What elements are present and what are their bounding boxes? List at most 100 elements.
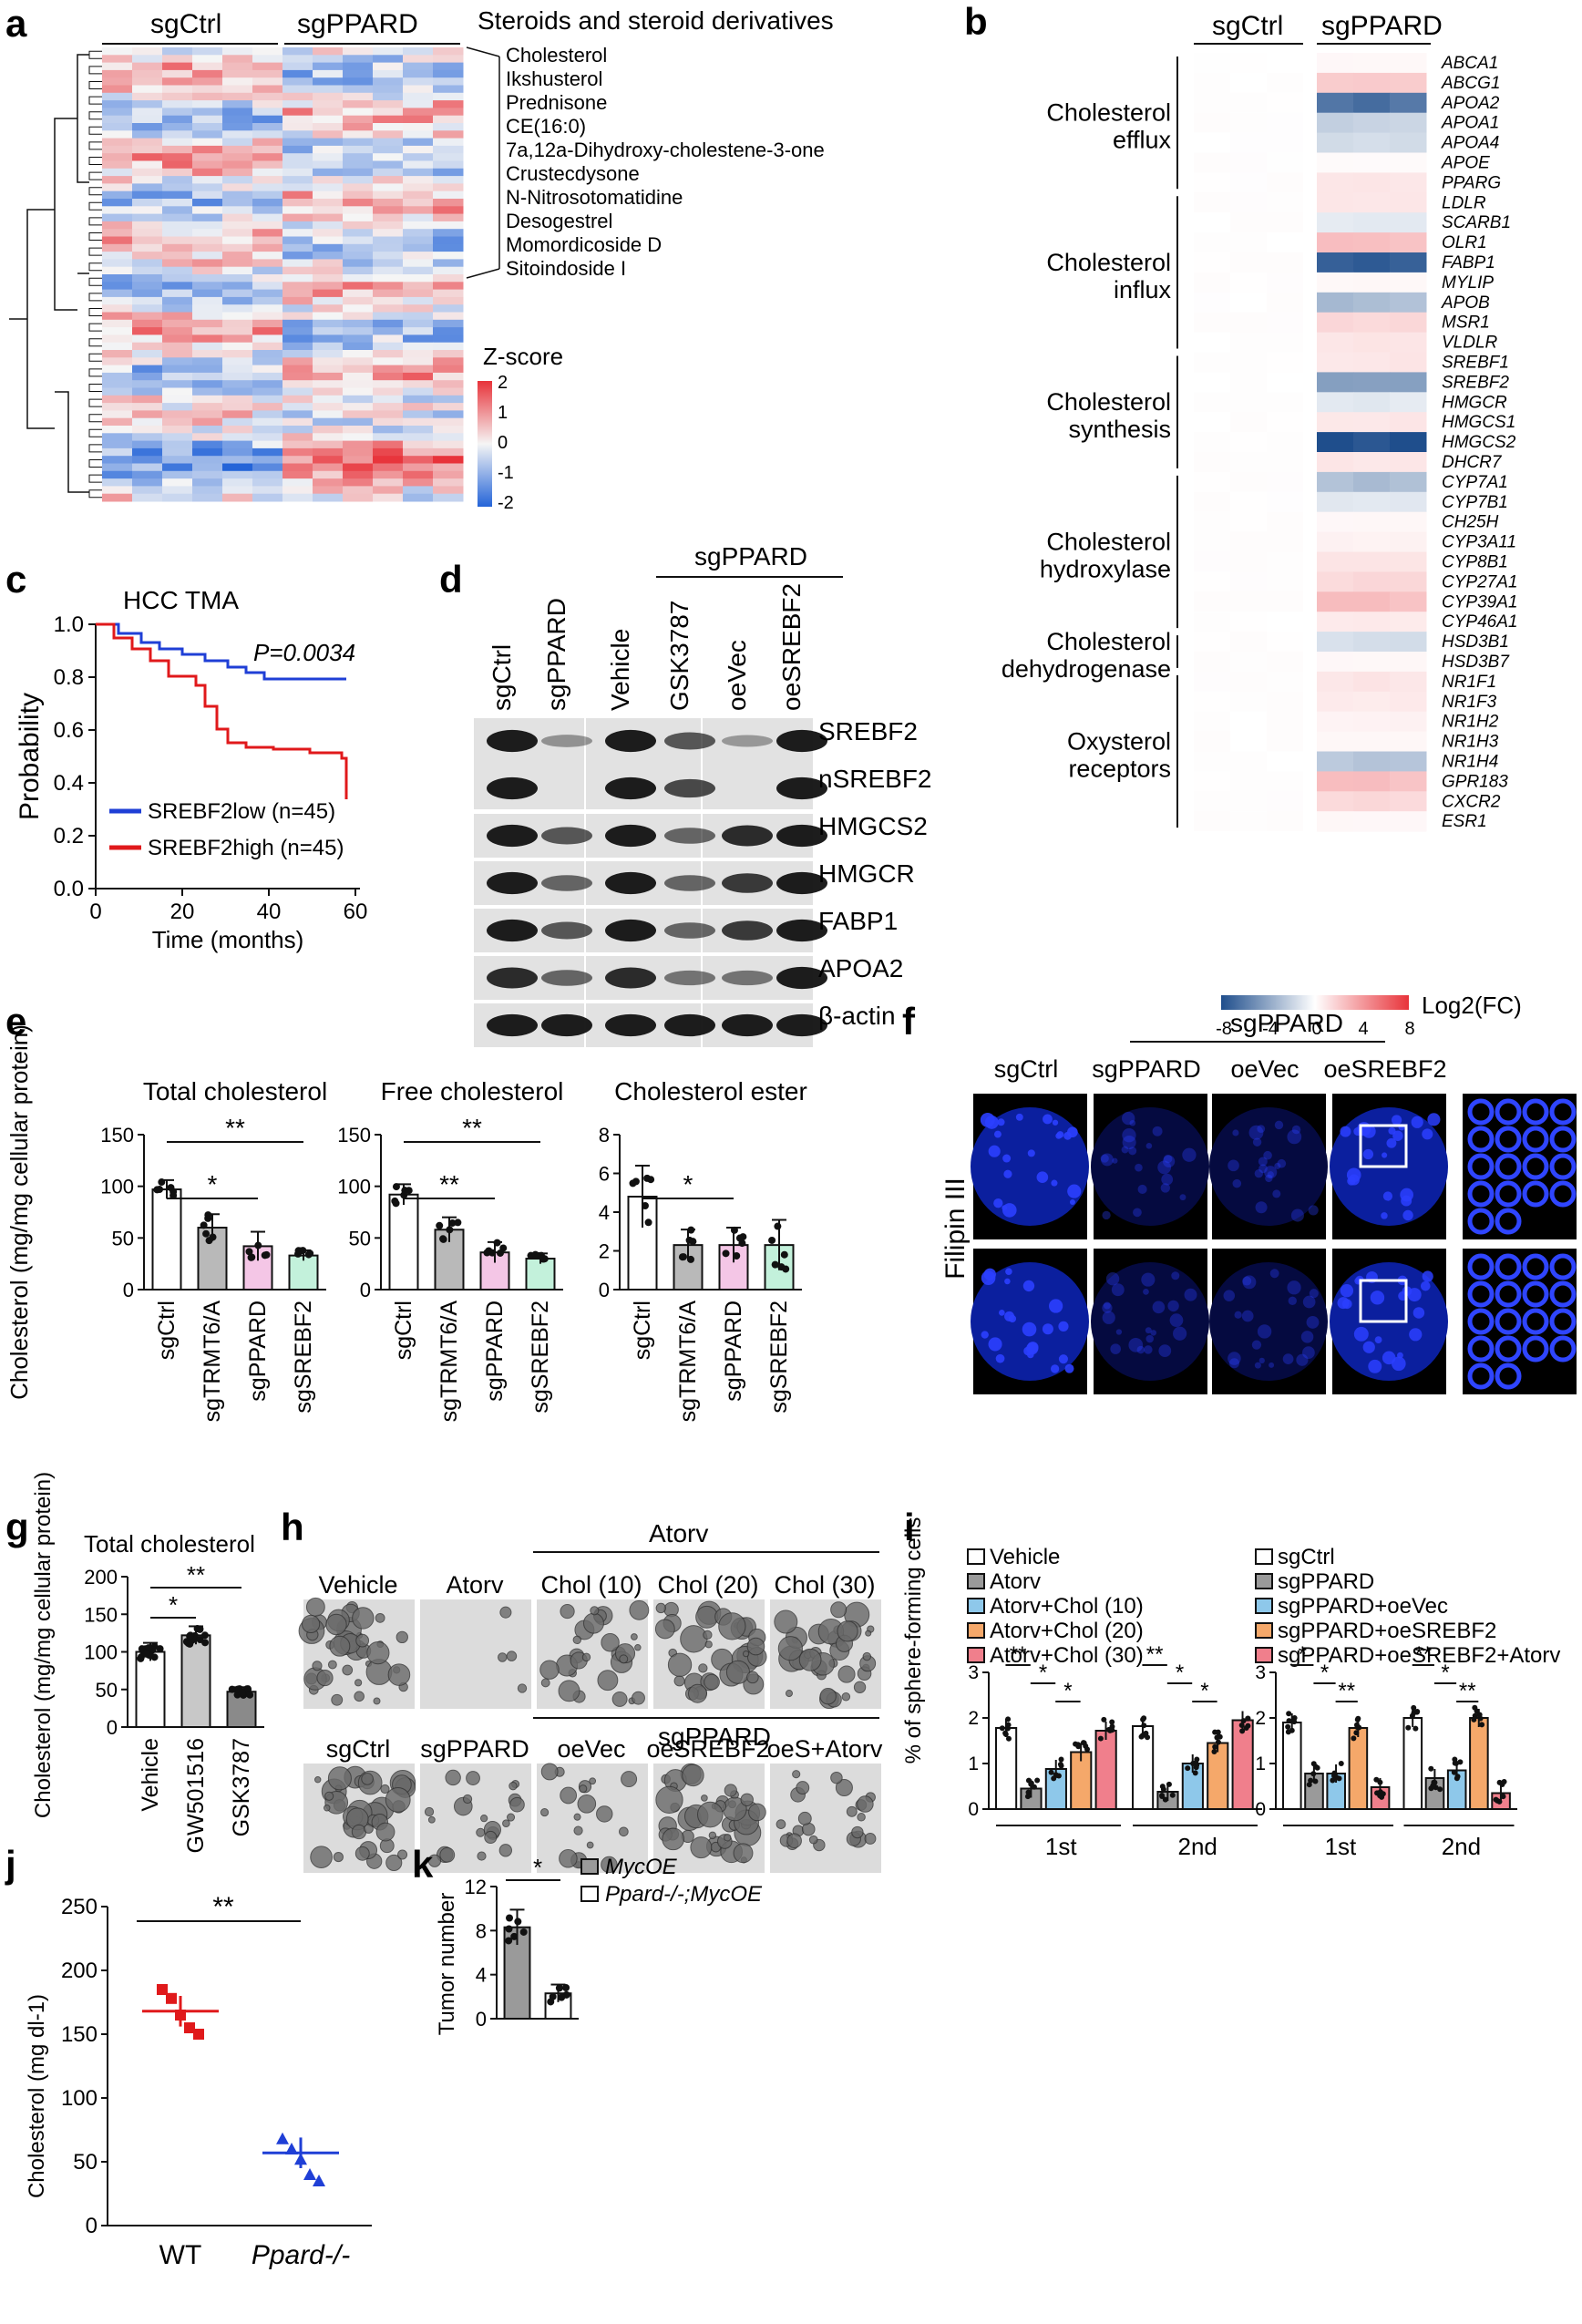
heatmap-a-cell <box>433 447 464 457</box>
heatmap-a-cell <box>132 417 163 427</box>
data-point <box>539 1255 548 1263</box>
category-label: GW501516 <box>183 1738 209 1853</box>
heatmap-a-cell <box>373 426 404 434</box>
h-sphere <box>864 1833 877 1845</box>
data-point <box>196 1636 204 1644</box>
f-cell <box>981 1270 996 1285</box>
heatmap-a-cell <box>252 440 283 449</box>
sig-star: ** <box>1414 1642 1432 1667</box>
data-point <box>1479 1722 1485 1728</box>
heatmap-a-cell <box>373 289 404 298</box>
heatmap-a-cell <box>222 243 253 252</box>
h-sphere <box>462 1794 473 1805</box>
dendrogram-leaf <box>88 157 102 165</box>
heatmap-a-cell <box>433 138 464 147</box>
heatmap-b-ppard-cell <box>1353 632 1391 653</box>
heatmap-a-cell <box>252 478 283 487</box>
heatmap-a-cell <box>192 357 223 366</box>
f-zoom-box <box>1359 1279 1408 1323</box>
f-cell <box>1257 1125 1266 1133</box>
blot-band <box>722 1013 773 1037</box>
heatmap-a-cell <box>132 176 163 184</box>
sig-star: * <box>1063 1679 1072 1703</box>
heatmap-b-ppard-cell <box>1353 731 1391 752</box>
heatmap-a-cell <box>373 403 404 411</box>
heatmap-a-cell <box>313 206 344 215</box>
heatmap-a-cell <box>403 213 434 222</box>
heatmap-a-cell <box>162 62 193 71</box>
data-point <box>153 1186 161 1194</box>
lane-label: oeSREBF2 <box>777 583 806 711</box>
data-point <box>446 1226 454 1234</box>
data-point <box>730 1226 738 1234</box>
heatmap-a-cell <box>222 274 253 283</box>
data-point <box>1005 1735 1012 1742</box>
heatmap-a-cell <box>373 493 404 502</box>
heatmap-a-cell <box>282 433 313 442</box>
km-legend-low: SREBF2low (n=45) <box>148 799 335 824</box>
sig-star: ** <box>1459 1679 1476 1703</box>
heatmap-a-cell <box>162 403 193 411</box>
heatmap-b-ppard-cell <box>1353 292 1391 314</box>
heatmap-b-ppard-cell <box>1353 92 1391 114</box>
heatmap-a-cell <box>252 493 283 502</box>
heatmap-b-ctrl-cell <box>1230 292 1267 313</box>
h-sphere <box>572 1635 582 1645</box>
heatmap-a-cell <box>102 236 133 245</box>
h-sphere <box>589 1777 597 1785</box>
data-point <box>1495 1797 1501 1804</box>
heatmap-a-cell <box>252 357 283 366</box>
heatmap-a-cell <box>222 403 253 411</box>
heatmap-a-cell <box>132 213 163 222</box>
heatmap-b-ppard-cell <box>1317 232 1354 253</box>
heatmap-a-cell <box>403 380 434 388</box>
heatmap-a-cell <box>162 395 193 404</box>
dendrogram-leaf <box>88 50 102 59</box>
heatmap-a-cell <box>192 160 223 170</box>
gene-label: CYP3A11 <box>1442 533 1516 552</box>
km-ytick-label: 0.0 <box>54 877 84 901</box>
heatmap-a-cell <box>343 259 374 268</box>
h-sphere <box>597 1670 619 1692</box>
data-point <box>558 1993 566 2001</box>
heatmap-b-ctrl-cell <box>1194 212 1230 233</box>
heatmap-a-cell <box>192 130 223 139</box>
data-point <box>1476 1712 1483 1718</box>
f-cell <box>1274 1120 1284 1130</box>
heatmap-a-cell <box>313 183 344 192</box>
heatmap-a-cell <box>252 380 283 388</box>
f-cell <box>1228 1159 1239 1172</box>
category-label: sgCtrl <box>630 1301 655 1360</box>
heatmap-a-cell <box>222 266 253 275</box>
heatmap-a-cell <box>102 252 133 260</box>
panel-d: d sgPPARD sgCtrl sgPPARD Vehicle GSK3787 oeV… <box>439 542 932 1047</box>
heatmap-a-cell <box>433 486 464 495</box>
i-legend-label: Atorv <box>990 1569 1041 1594</box>
heatmap-a-cell <box>132 266 163 275</box>
f-cell <box>1254 1168 1264 1178</box>
f-cell <box>1411 1116 1423 1128</box>
heatmap-b-ppard-cell <box>1317 332 1354 353</box>
h-sphere <box>484 1830 498 1845</box>
h-label: oeSREBF2 <box>646 1735 769 1763</box>
heatmap-a-cell <box>433 433 464 442</box>
i-bar <box>995 1727 1018 1810</box>
heatmap-a-cell <box>252 387 283 396</box>
data-point <box>1312 1778 1319 1784</box>
f-cell <box>1182 1147 1197 1162</box>
heatmap-a-cell <box>433 153 464 161</box>
heatmap-b-ctrl-cell <box>1267 412 1303 433</box>
f-cell <box>1228 1352 1241 1365</box>
heatmap-b-ctrl-cell <box>1230 352 1267 373</box>
heatmap-b-ppard-cell <box>1317 591 1354 612</box>
h-sphere <box>629 1599 650 1620</box>
heatmap-b-ctrl-cell <box>1267 591 1303 612</box>
h-sphere <box>690 1836 713 1859</box>
heatmap-a-cell <box>162 357 193 366</box>
heatmap-a-cell <box>403 296 434 305</box>
band-label: FABP1 <box>818 907 898 935</box>
f-cell <box>1004 1278 1011 1285</box>
blot-band-labels: SREBF2nSREBF2HMGCS2HMGCRFABP1APOA2β-acti… <box>818 717 932 1030</box>
panel-label-e: e <box>5 1000 26 1043</box>
